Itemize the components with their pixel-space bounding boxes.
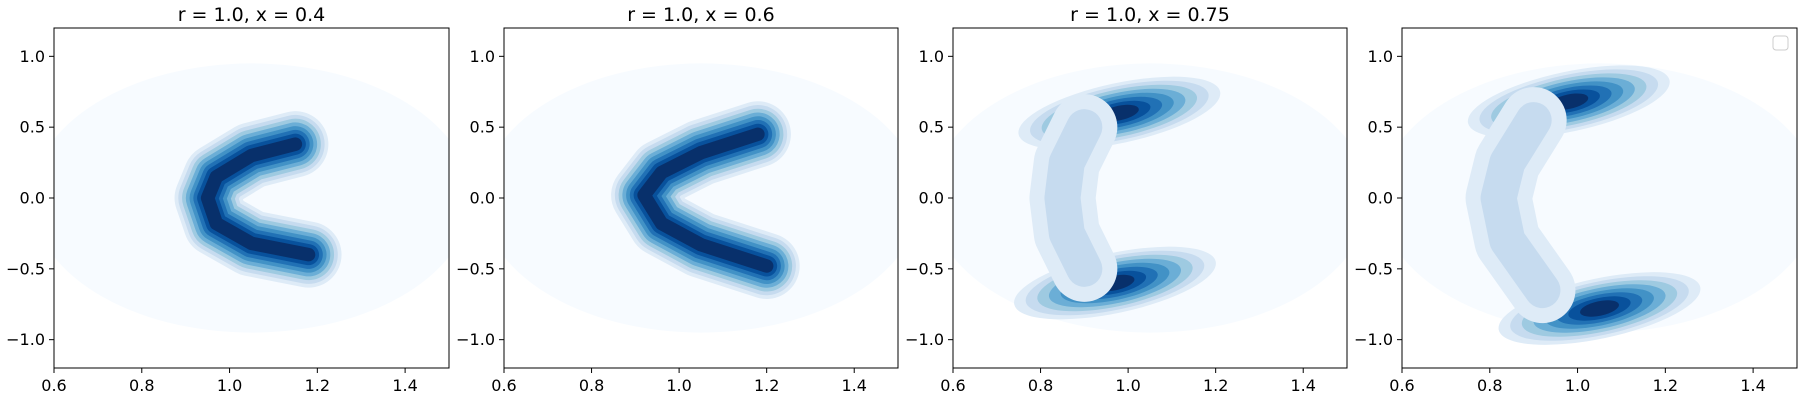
y-tick-label: 0.5 <box>470 118 495 137</box>
y-tick-label: −1.0 <box>456 330 495 349</box>
density-level-0 <box>504 63 898 333</box>
x-tick-label: 1.2 <box>1653 376 1678 395</box>
density-arc-0-level-8 <box>637 127 774 273</box>
y-tick-label: 1.0 <box>919 47 944 66</box>
density-contours <box>504 28 898 368</box>
y-tick-label: −1.0 <box>6 330 45 349</box>
y-tick-label: −1.0 <box>1354 330 1393 349</box>
subplot-2: 0.6 0.8 1.0 1.2 1.4 −1.0 −0.5 0.0 0.5 1.0 r = 1.0,… <box>456 4 899 395</box>
y-tick-label: 0.5 <box>919 118 944 137</box>
x-tick-label: 0.8 <box>1028 376 1053 395</box>
subplot-title: r = 1.0, x = 0.75 <box>1070 4 1230 26</box>
subplot-3: 0.6 0.8 1.0 1.2 1.4 −1.0 −0.5 0.0 0.5 1.0 r = 1.0,… <box>905 4 1348 395</box>
x-tick-label: 1.2 <box>305 376 330 395</box>
x-tick-label: 1.0 <box>1565 376 1590 395</box>
x-tick-label: 1.4 <box>1740 376 1765 395</box>
x-tick-label: 0.8 <box>579 376 604 395</box>
x-tick-label: 0.6 <box>41 376 66 395</box>
y-tick-label: 0.0 <box>470 189 495 208</box>
x-tick-label: 0.8 <box>129 376 154 395</box>
x-tick-label: 1.0 <box>666 376 691 395</box>
y-tick-label: 0.5 <box>20 118 45 137</box>
density-arc-0-level-8 <box>200 137 316 262</box>
x-tick-label: 0.8 <box>1477 376 1502 395</box>
density-contours <box>953 28 1347 368</box>
y-tick-label: −0.5 <box>905 259 944 278</box>
x-tick-label: 1.2 <box>1203 376 1228 395</box>
y-tick-label: 0.0 <box>919 189 944 208</box>
x-tick-label: 0.6 <box>940 376 965 395</box>
x-tick-label: 1.0 <box>217 376 242 395</box>
density-blob-1-level-8 <box>1580 300 1619 317</box>
y-tick-label: 0.0 <box>1368 189 1393 208</box>
density-level-0 <box>54 63 449 333</box>
density-contours <box>54 28 449 368</box>
density-contours <box>1402 28 1797 368</box>
subplot-title: r = 1.0, x = 0.4 <box>178 4 326 26</box>
y-tick-label: 1.0 <box>470 47 495 66</box>
subplot-1: 0.6 0.8 1.0 1.2 1.4 −1.0 −0.5 0.0 0.5 1.0 r = 1.0,… <box>6 4 450 395</box>
x-tick-label: 1.0 <box>1115 376 1140 395</box>
x-tick-label: 1.2 <box>754 376 779 395</box>
subplot-4: 0.6 0.8 1.0 1.2 1.4 −1.0 −0.5 0.0 0.5 1.0 <box>1354 27 1798 395</box>
y-tick-label: 1.0 <box>20 47 45 66</box>
subplot-title: r = 1.0, x = 0.6 <box>627 4 775 26</box>
density-arc-2-level-2 <box>1044 109 1103 287</box>
y-tick-label: 0.0 <box>20 189 45 208</box>
y-tick-label: −1.0 <box>905 330 944 349</box>
y-tick-label: 0.5 <box>1368 118 1393 137</box>
y-tick-label: −0.5 <box>6 259 45 278</box>
x-tick-label: 1.4 <box>1290 376 1315 395</box>
y-tick-label: 1.0 <box>1368 47 1393 66</box>
subplots: 0.6 0.8 1.0 1.2 1.4 −1.0 −0.5 0.0 0.5 1.0 r = 1.0,… <box>6 4 1798 395</box>
x-tick-label: 1.4 <box>392 376 417 395</box>
legend-box <box>1772 35 1789 51</box>
x-tick-label: 1.4 <box>841 376 866 395</box>
x-tick-label: 0.6 <box>1389 376 1414 395</box>
density-arc-2-level-2 <box>1480 102 1561 309</box>
x-tick-label: 0.6 <box>491 376 516 395</box>
y-tick-label: −0.5 <box>1354 259 1393 278</box>
y-tick-label: −0.5 <box>456 259 495 278</box>
